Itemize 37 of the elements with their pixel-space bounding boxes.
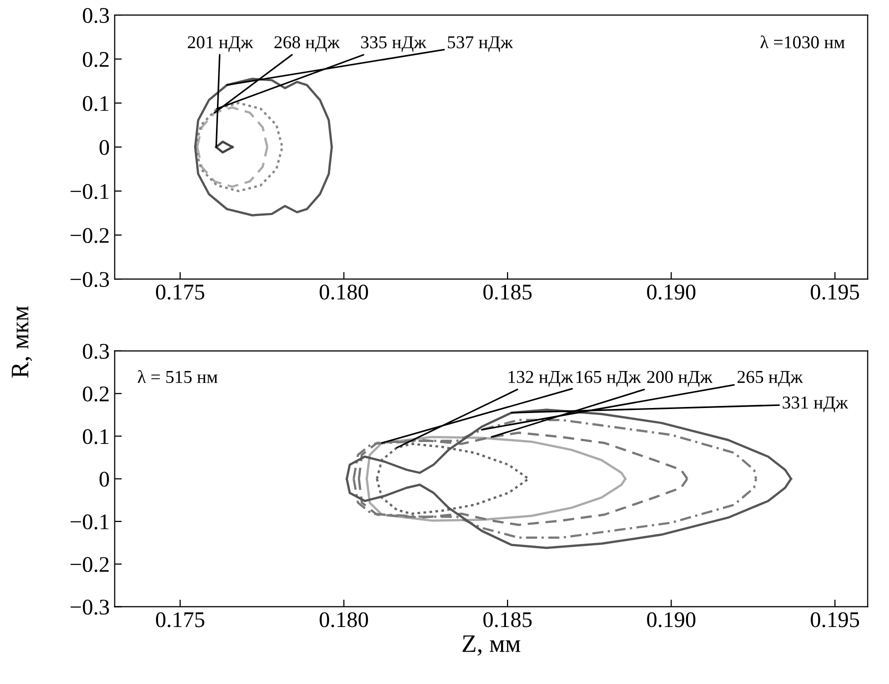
y-tick-label: 0.3 <box>82 8 109 24</box>
text: 132 нДж <box>508 370 574 387</box>
y-tick-label: −0.2 <box>70 228 109 244</box>
text: 265 нДж <box>738 370 803 387</box>
x-tick-label: 0.175 <box>156 612 204 628</box>
x-tick-label: 0.180 <box>320 284 368 300</box>
text: 268 нДж <box>274 36 340 52</box>
x-axis-title: Z, мм <box>462 635 520 656</box>
y-tick-label: 0.3 <box>82 344 109 359</box>
text: 335 нДж <box>361 36 426 52</box>
x-tick-label: 0.190 <box>647 612 696 628</box>
y-tick-label: 0.2 <box>82 52 109 68</box>
y-tick-label: −0.1 <box>70 514 108 530</box>
x-tick-label: 0.185 <box>483 284 532 300</box>
y-axis-title: R, мкм <box>12 306 32 378</box>
annotation: λ = 515 нм <box>138 370 218 384</box>
text: 201 нДж <box>188 36 254 52</box>
y-tick-label: −0.3 <box>70 600 109 615</box>
y-tick-label: 0.1 <box>82 96 108 112</box>
text: 200 нДж <box>647 370 713 387</box>
y-tick-label: −0.1 <box>70 184 108 200</box>
x-tick-label: 0.175 <box>156 284 204 300</box>
x-tick-label: 0.180 <box>320 612 368 628</box>
y-tick-label: 0 <box>100 140 109 155</box>
y-tick-label: 0 <box>100 472 109 487</box>
y-tick-label: −0.2 <box>70 557 109 572</box>
y-tick-label: 0.1 <box>82 429 108 444</box>
y-tick-label: −0.3 <box>70 272 109 288</box>
y-tick-label: 0.2 <box>82 386 109 402</box>
x-tick-label: 0.195 <box>810 284 860 300</box>
annotation: λ =1030 нм <box>760 35 845 48</box>
text: 331 нДж <box>782 396 848 412</box>
text: 165 нДж <box>576 370 641 387</box>
x-tick-label: 0.185 <box>483 612 532 628</box>
x-tick-label: 0.195 <box>810 612 860 628</box>
x-tick-label: 0.190 <box>647 284 696 300</box>
text: 537 нДж <box>448 36 513 52</box>
